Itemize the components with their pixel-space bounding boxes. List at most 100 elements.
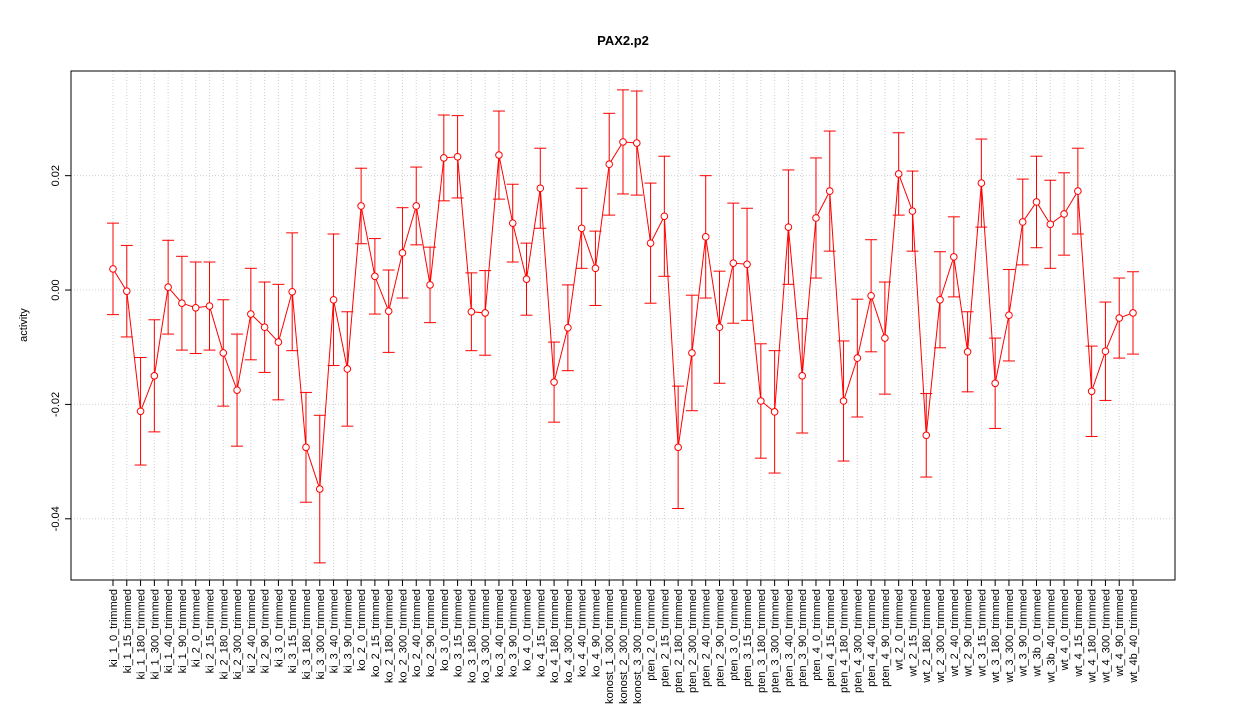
x-tick-label: ki_3_40_trimmed bbox=[329, 589, 341, 673]
data-point bbox=[894, 170, 903, 178]
x-tick-label: ki_2_0_trimmed bbox=[191, 589, 203, 667]
data-point bbox=[412, 202, 421, 210]
data-point bbox=[288, 287, 296, 296]
data-point bbox=[591, 264, 600, 273]
data-point bbox=[1115, 314, 1124, 322]
data-point bbox=[426, 281, 434, 289]
data-point bbox=[660, 212, 669, 221]
x-tick-label: ko_4_15_trimmed bbox=[535, 589, 547, 677]
data-point bbox=[398, 249, 407, 257]
x-tick-label: ki_3_15_trimmed bbox=[287, 589, 299, 673]
x-tick-label: ko_2_90_trimmed bbox=[425, 589, 437, 677]
data-point bbox=[260, 323, 269, 332]
data-point bbox=[577, 224, 586, 233]
x-tick-label: ko_2_0_trimmed bbox=[356, 589, 368, 671]
data-point bbox=[646, 239, 655, 247]
x-tick-label: ko_3_15_trimmed bbox=[453, 589, 465, 677]
data-point bbox=[798, 372, 806, 380]
data-point bbox=[495, 151, 503, 159]
x-tick-label: ko_2_40_trimmed bbox=[411, 589, 423, 677]
data-point bbox=[343, 365, 352, 373]
data-point bbox=[1046, 220, 1055, 229]
x-tick-label: ki_1_15_trimmed bbox=[122, 589, 134, 673]
x-tick-label: ko_3_300_trimmed bbox=[480, 589, 492, 683]
x-tick-label: ki_2_180_trimmed bbox=[218, 589, 230, 680]
x-tick-label: pten_4_300_trimmed bbox=[852, 589, 864, 693]
y-tick-label: -0.04 bbox=[50, 506, 62, 531]
data-point bbox=[853, 354, 862, 362]
x-tick-label: wt_2_40_trimmed bbox=[949, 589, 961, 677]
x-tick-label: pten_3_0_trimmed bbox=[728, 589, 740, 681]
data-point bbox=[467, 307, 476, 316]
x-tick-label: pten_3_15_trimmed bbox=[742, 589, 754, 687]
x-tick-label: ki_2_90_trimmed bbox=[260, 589, 272, 673]
data-point bbox=[908, 207, 917, 215]
data-point bbox=[1005, 311, 1013, 320]
data-point bbox=[508, 219, 517, 227]
x-tick-label: wt_3_15_trimmed bbox=[976, 589, 988, 677]
data-point bbox=[688, 349, 696, 357]
x-tick-label: ko_2_15_trimmed bbox=[370, 589, 382, 677]
data-point bbox=[109, 265, 117, 273]
x-tick-label: wt_3b_0_trimmed bbox=[1032, 589, 1044, 677]
data-point bbox=[233, 386, 241, 394]
x-tick-label: ki_3_180_trimmed bbox=[301, 589, 313, 680]
data-point bbox=[164, 283, 172, 291]
x-tick-label: wt_4_90_trimmed bbox=[1114, 589, 1126, 677]
x-tick-label: ko_3_180_trimmed bbox=[466, 589, 478, 683]
data-point bbox=[867, 291, 875, 300]
x-tick-label: ko_3_0_trimmed bbox=[439, 589, 451, 671]
x-tick-label: ko_2_180_trimmed bbox=[384, 589, 396, 683]
data-point bbox=[743, 260, 751, 269]
data-point bbox=[715, 323, 724, 332]
x-tick-label: pten_2_0_trimmed bbox=[646, 589, 658, 681]
x-tick-label: pten_2_300_trimmed bbox=[687, 589, 699, 693]
x-tick-label: pten_3_300_trimmed bbox=[770, 589, 782, 693]
data-point bbox=[302, 443, 310, 452]
data-point bbox=[1101, 347, 1110, 356]
x-tick-label: ko_3_90_trimmed bbox=[508, 589, 520, 677]
data-point bbox=[812, 214, 820, 222]
y-tick-label: 0.00 bbox=[50, 279, 62, 300]
x-tick-label: wt_3_180_trimmed bbox=[990, 589, 1002, 684]
x-tick-label: ko_4_180_trimmed bbox=[549, 589, 561, 683]
x-tick-label: wt_3_300_trimmed bbox=[1004, 589, 1016, 684]
data-point bbox=[122, 287, 131, 295]
x-tick-label: ki_1_0_trimmed bbox=[108, 589, 120, 667]
chart-title: PAX2.p2 bbox=[597, 33, 649, 48]
data-point bbox=[922, 431, 931, 440]
x-tick-label: pten_4_90_trimmed bbox=[880, 589, 892, 687]
data-point bbox=[178, 299, 186, 307]
x-tick-label: pten_2_15_trimmed bbox=[659, 589, 671, 687]
data-point bbox=[564, 323, 572, 332]
x-tick-label: pten_4_180_trimmed bbox=[839, 589, 851, 693]
x-tick-label: ko_4_300_trimmed bbox=[563, 589, 575, 683]
data-point bbox=[701, 233, 710, 241]
x-tick-label: wt_2_15_trimmed bbox=[907, 589, 919, 677]
x-tick-label: pten_4_40_trimmed bbox=[866, 589, 878, 687]
x-tick-label: ki_2_40_trimmed bbox=[246, 589, 258, 673]
data-point bbox=[1129, 309, 1137, 317]
data-point bbox=[315, 485, 324, 493]
data-point bbox=[839, 397, 848, 405]
x-tick-label: wt_4_15_trimmed bbox=[1073, 589, 1085, 677]
data-point bbox=[632, 139, 641, 147]
x-tick-label: pten_3_180_trimmed bbox=[756, 589, 768, 693]
x-tick-label: ki_2_300_trimmed bbox=[232, 589, 244, 680]
data-point bbox=[453, 152, 462, 161]
x-tick-label: konost_1_300_trimmed bbox=[604, 589, 616, 704]
data-point bbox=[1087, 387, 1096, 396]
data-point bbox=[619, 138, 627, 146]
data-point bbox=[329, 295, 338, 304]
data-point bbox=[1060, 210, 1068, 218]
data-point bbox=[522, 275, 531, 283]
data-point bbox=[191, 303, 200, 312]
data-point bbox=[205, 302, 214, 310]
data-point bbox=[536, 184, 545, 193]
data-point bbox=[1074, 187, 1082, 195]
x-tick-label: ki_1_180_trimmed bbox=[136, 589, 148, 680]
data-point bbox=[825, 187, 834, 195]
data-point bbox=[1018, 218, 1027, 226]
x-tick-label: ko_3_40_trimmed bbox=[494, 589, 506, 677]
